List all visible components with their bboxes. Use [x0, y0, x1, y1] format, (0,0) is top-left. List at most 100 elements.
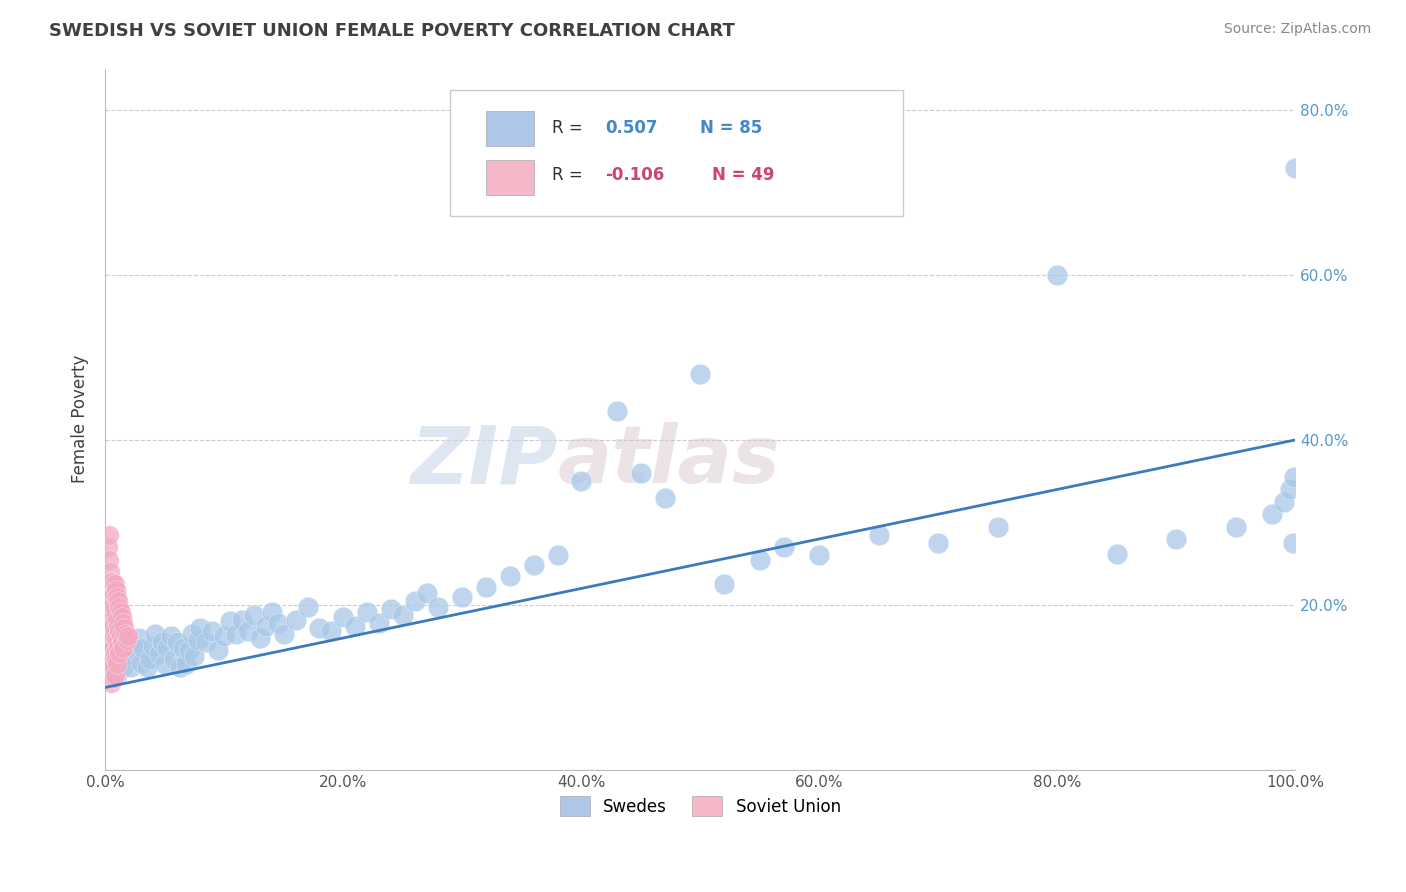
- Point: [254, 618, 277, 632]
- Point: [166, 635, 188, 649]
- Point: [98, 610, 121, 624]
- Point: [332, 610, 354, 624]
- Point: [129, 656, 152, 670]
- Point: [104, 668, 127, 682]
- Point: [112, 640, 135, 655]
- Point: [103, 607, 125, 622]
- Point: [1272, 495, 1295, 509]
- Text: R =: R =: [551, 166, 588, 184]
- Point: [104, 646, 127, 660]
- Point: [689, 367, 711, 381]
- Text: Source: ZipAtlas.com: Source: ZipAtlas.com: [1223, 22, 1371, 37]
- Point: [101, 574, 124, 589]
- Point: [212, 629, 235, 643]
- Point: [128, 631, 150, 645]
- Point: [150, 635, 173, 649]
- Text: ZIP: ZIP: [411, 422, 558, 500]
- Point: [103, 585, 125, 599]
- Point: [112, 616, 135, 631]
- Point: [177, 643, 200, 657]
- Legend: Swedes, Soviet Union: Swedes, Soviet Union: [551, 788, 849, 825]
- Point: [163, 651, 186, 665]
- Point: [159, 629, 181, 643]
- Point: [499, 569, 522, 583]
- Point: [108, 646, 131, 660]
- Point: [391, 607, 413, 622]
- Point: [108, 639, 131, 653]
- Bar: [486, 160, 534, 194]
- Point: [987, 519, 1010, 533]
- Point: [243, 607, 266, 622]
- Point: [273, 627, 295, 641]
- Point: [1284, 161, 1306, 175]
- Text: -0.106: -0.106: [605, 166, 665, 184]
- Point: [110, 605, 132, 619]
- Point: [104, 607, 127, 622]
- Point: [107, 618, 129, 632]
- Text: R =: R =: [551, 120, 588, 137]
- Text: N = 49: N = 49: [713, 166, 775, 184]
- Point: [104, 577, 127, 591]
- Point: [1225, 519, 1247, 533]
- Point: [105, 668, 128, 682]
- Point: [174, 657, 197, 672]
- Point: [148, 648, 170, 662]
- Point: [124, 643, 146, 657]
- Point: [104, 583, 127, 598]
- Point: [111, 635, 134, 649]
- Point: [195, 635, 218, 649]
- Point: [380, 602, 402, 616]
- Point: [249, 631, 271, 645]
- Point: [105, 657, 128, 672]
- Text: atlas: atlas: [558, 422, 780, 500]
- Point: [267, 616, 290, 631]
- Point: [225, 627, 247, 641]
- Point: [569, 474, 592, 488]
- Point: [100, 643, 122, 657]
- Text: SWEDISH VS SOVIET UNION FEMALE POVERTY CORRELATION CHART: SWEDISH VS SOVIET UNION FEMALE POVERTY C…: [49, 22, 735, 40]
- Point: [101, 618, 124, 632]
- Point: [297, 599, 319, 614]
- Point: [98, 565, 121, 579]
- Point: [169, 660, 191, 674]
- Point: [118, 635, 141, 649]
- Point: [344, 618, 367, 632]
- Point: [107, 594, 129, 608]
- Point: [321, 624, 343, 639]
- Point: [523, 558, 546, 573]
- Point: [100, 657, 122, 672]
- Bar: [486, 111, 534, 145]
- Point: [927, 536, 949, 550]
- Point: [748, 552, 770, 566]
- Point: [808, 549, 831, 563]
- Point: [260, 605, 283, 619]
- Point: [114, 627, 136, 641]
- Point: [606, 404, 628, 418]
- Point: [308, 621, 330, 635]
- Point: [112, 621, 135, 635]
- Point: [201, 624, 224, 639]
- Point: [135, 660, 157, 674]
- Point: [101, 657, 124, 672]
- Y-axis label: Female Poverty: Female Poverty: [72, 355, 89, 483]
- Point: [654, 491, 676, 505]
- Point: [107, 640, 129, 655]
- Point: [183, 649, 205, 664]
- Point: [108, 624, 131, 639]
- Point: [236, 624, 259, 639]
- Point: [104, 651, 127, 665]
- Point: [207, 643, 229, 657]
- Point: [143, 627, 166, 641]
- Point: [108, 599, 131, 614]
- Point: [115, 648, 138, 662]
- Point: [415, 585, 437, 599]
- Point: [103, 649, 125, 664]
- Point: [139, 651, 162, 665]
- Point: [187, 632, 209, 647]
- Point: [475, 580, 498, 594]
- Point: [1046, 268, 1069, 282]
- Point: [231, 613, 253, 627]
- Point: [1105, 547, 1128, 561]
- Point: [1282, 536, 1305, 550]
- Point: [104, 656, 127, 670]
